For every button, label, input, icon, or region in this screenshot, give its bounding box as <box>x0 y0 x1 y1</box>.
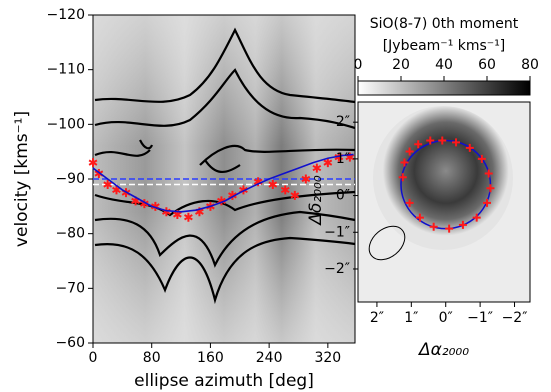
y-tick-label: −1″ <box>324 224 350 240</box>
x-tick-label: 2″ <box>370 310 384 326</box>
x-tick-label: 0″ <box>439 310 453 326</box>
colorbar-tick-label: 0 <box>354 57 363 73</box>
colorbar-tick-label: 20 <box>392 57 410 73</box>
colorbar-unit: [Jybeam⁻¹ kms⁻¹] <box>383 38 506 54</box>
x-axis-label: ellipse azimuth [deg] <box>134 371 314 391</box>
y-tick-label: 0″ <box>336 188 350 204</box>
colorbar-tick-label: 80 <box>521 57 539 73</box>
y-tick-label: 1″ <box>336 151 350 167</box>
x-tick-label: −2″ <box>502 310 528 326</box>
y-tick-label: −2″ <box>324 261 350 277</box>
pv-panel: ellipse azimuth [deg] velocity [kms⁻¹] −… <box>12 7 355 391</box>
y-tick-label: −80 <box>55 226 85 242</box>
x-tick-label: −1″ <box>467 310 493 326</box>
x-tick-label: 320 <box>314 350 341 366</box>
y-tick-label: −70 <box>55 280 85 296</box>
y-tick-label: 2″ <box>336 114 350 130</box>
colorbar-title: SiO(8-7) 0th moment <box>370 16 519 32</box>
x-tick-label: 240 <box>256 350 283 366</box>
x-tick-label: 80 <box>143 350 161 366</box>
figure: ellipse azimuth [deg] velocity [kms⁻¹] −… <box>0 0 551 392</box>
y-tick-label: −100 <box>47 116 85 132</box>
colorbar <box>358 81 530 95</box>
y-axis-label: velocity [kms⁻¹] <box>12 111 32 247</box>
x-tick-label: 160 <box>197 350 224 366</box>
y-tick-label: −120 <box>47 7 85 23</box>
y-tick-label: −110 <box>47 62 85 78</box>
colorbar-tick-label: 40 <box>435 57 453 73</box>
x-axis-label: Δα₂₀₀₀ <box>417 340 469 360</box>
y-tick-label: −90 <box>55 171 85 187</box>
colorbar-tick-label: 60 <box>478 57 496 73</box>
x-tick-label: 1″ <box>404 310 418 326</box>
y-tick-label: −60 <box>55 335 85 351</box>
y-axis-label: Δδ₂₀₀₀ <box>306 175 326 226</box>
x-tick-label: 0 <box>89 350 98 366</box>
